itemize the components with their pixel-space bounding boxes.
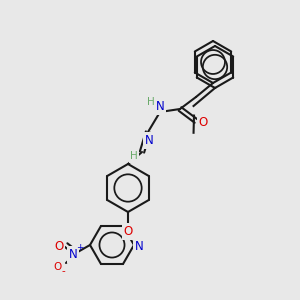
Text: H: H	[147, 97, 155, 107]
Text: O: O	[54, 240, 64, 253]
Text: N: N	[69, 248, 77, 261]
Text: N: N	[145, 134, 153, 147]
Text: -: -	[61, 266, 65, 276]
Text: O: O	[198, 116, 208, 129]
Text: +: +	[76, 244, 84, 253]
Text: N: N	[135, 240, 143, 253]
Text: N: N	[156, 100, 164, 113]
Text: O: O	[123, 225, 133, 238]
Text: O: O	[54, 262, 62, 272]
Text: H: H	[130, 151, 138, 161]
